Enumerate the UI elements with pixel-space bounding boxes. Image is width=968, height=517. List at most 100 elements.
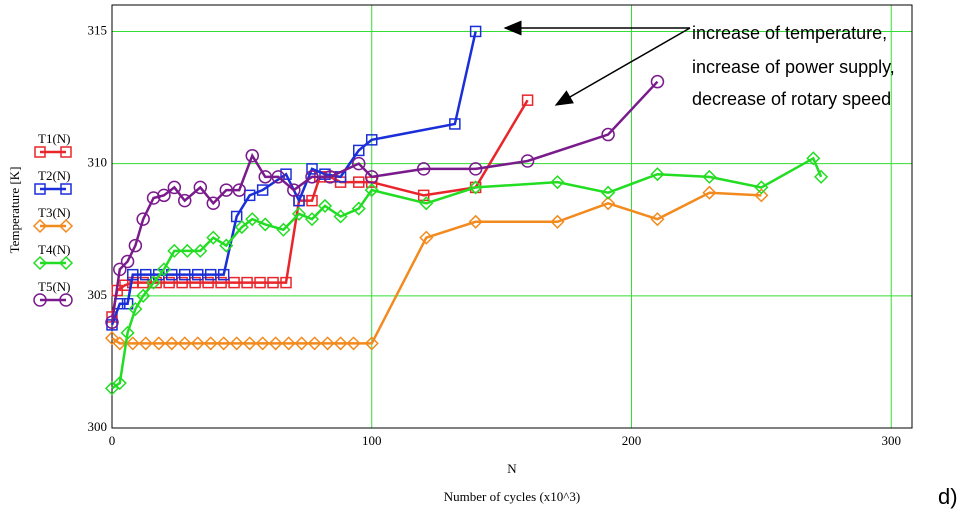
- data-point: [178, 268, 191, 281]
- data-point: [189, 276, 201, 289]
- data-point: [245, 212, 260, 227]
- data-point: [176, 276, 188, 289]
- data-point: [164, 336, 179, 351]
- data-point: [291, 206, 307, 221]
- legend-swatch: [58, 255, 74, 271]
- data-point: [317, 198, 333, 213]
- data-point: [468, 180, 483, 195]
- data-point: [120, 254, 135, 269]
- data-point: [449, 118, 461, 130]
- data-point: [307, 336, 322, 351]
- plot-frame: [111, 4, 913, 429]
- data-point: [127, 268, 139, 281]
- data-point: [346, 336, 361, 351]
- series-line: [111, 191, 762, 345]
- data-point: [601, 185, 616, 200]
- data-point: [306, 163, 318, 175]
- x-axis-label: N: [507, 461, 517, 476]
- data-point: [293, 194, 305, 207]
- data-point: [177, 336, 192, 351]
- data-point: [364, 183, 379, 198]
- data-point: [146, 275, 161, 290]
- data-point: [165, 268, 178, 281]
- data-point: [550, 214, 565, 229]
- data-point: [416, 162, 431, 176]
- series-line: [110, 80, 659, 323]
- data-point: [206, 230, 221, 245]
- data-point: [352, 156, 366, 171]
- legend-swatch: [60, 146, 72, 158]
- data-point: [806, 151, 821, 166]
- data-point: [177, 193, 192, 208]
- series-line: [110, 99, 529, 318]
- data-point: [167, 180, 182, 195]
- data-point: [206, 196, 221, 211]
- y-tick-label: 315: [88, 22, 108, 37]
- data-point: [255, 336, 270, 351]
- data-point: [364, 170, 379, 184]
- data-point: [258, 217, 273, 232]
- data-point: [219, 183, 234, 197]
- data-point: [163, 276, 175, 289]
- data-point: [112, 375, 127, 391]
- panel-label: d): [938, 484, 958, 509]
- data-point: [204, 268, 217, 281]
- annotation: increase of temperature,: [692, 23, 887, 43]
- data-point: [419, 230, 434, 245]
- data-point: [323, 170, 337, 184]
- legend-swatch: [58, 218, 74, 234]
- data-point: [136, 212, 150, 226]
- data-point: [304, 212, 320, 227]
- data-point: [267, 276, 279, 289]
- data-point: [193, 243, 208, 258]
- data-point: [157, 188, 171, 203]
- arrow: [554, 27, 691, 106]
- legend-label: T4(N): [38, 242, 71, 257]
- data-point: [191, 268, 204, 281]
- data-point: [601, 196, 616, 211]
- data-point: [276, 222, 291, 237]
- data-point: [146, 191, 161, 205]
- data-point: [167, 243, 182, 258]
- data-point: [294, 336, 309, 351]
- data-point: [151, 336, 166, 351]
- y-tick-label: 310: [88, 155, 108, 170]
- series-line: [110, 31, 477, 326]
- data-point: [217, 268, 230, 281]
- data-point: [351, 201, 366, 216]
- data-point: [138, 336, 153, 351]
- data-point: [280, 168, 292, 180]
- data-point: [814, 169, 829, 184]
- x-axis-label: Number of cycles (x10^3): [444, 489, 580, 504]
- legend-swatch: [59, 293, 73, 307]
- data-point: [754, 180, 769, 195]
- data-point: [702, 185, 717, 200]
- data-point: [156, 262, 172, 277]
- data-point: [469, 25, 482, 38]
- data-point: [229, 336, 244, 351]
- data-point: [702, 169, 717, 184]
- data-point: [305, 170, 319, 184]
- x-tick-label: 0: [109, 433, 116, 448]
- data-point: [333, 209, 348, 224]
- data-point: [105, 315, 119, 329]
- x-tick-label: 200: [622, 433, 642, 448]
- data-point: [468, 214, 483, 229]
- legend-label: T2(N): [38, 168, 71, 183]
- data-point: [353, 176, 365, 188]
- data-point: [215, 276, 227, 289]
- data-point: [254, 276, 266, 289]
- data-point: [419, 196, 434, 211]
- legend-swatch: [32, 255, 48, 271]
- data-point: [228, 276, 240, 289]
- data-point: [287, 183, 301, 197]
- legend-swatch: [60, 183, 72, 195]
- data-point: [550, 175, 565, 190]
- legend-label: T3(N): [38, 205, 71, 220]
- data-point: [601, 127, 615, 142]
- x-tick-label: 100: [362, 433, 382, 448]
- data-point: [193, 180, 208, 195]
- annotation: decrease of rotary speed: [692, 89, 891, 109]
- data-point: [521, 94, 534, 106]
